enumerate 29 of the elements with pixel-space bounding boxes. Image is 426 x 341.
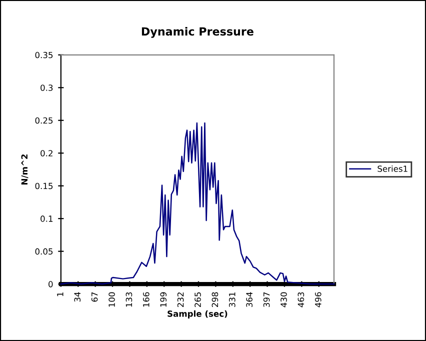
x-tick-label: 331 bbox=[229, 292, 236, 307]
x-tick-label: 463 bbox=[298, 292, 304, 308]
x-tick-label: 1 bbox=[57, 292, 64, 296]
x-tick-label: 298 bbox=[212, 292, 218, 307]
x-tick-label: 364 bbox=[246, 292, 252, 307]
x-tick-label: 34 bbox=[74, 292, 81, 302]
x-tick-label: 199 bbox=[160, 292, 167, 307]
x-tick-label: 100 bbox=[108, 292, 115, 307]
x-tick-label: 133 bbox=[126, 292, 132, 307]
x-tick-label: 496 bbox=[314, 292, 322, 308]
y-tick-label: 0.35 bbox=[35, 52, 53, 58]
y-tick-label: 0.3 bbox=[40, 84, 53, 91]
line-series bbox=[60, 122, 335, 285]
y-tick-label: 0.1 bbox=[40, 216, 53, 222]
x-tick-label: 67 bbox=[91, 292, 98, 302]
legend-label: Series1 bbox=[378, 165, 408, 172]
y-tick-label: 0.2 bbox=[40, 150, 52, 156]
y-tick-label: 0.15 bbox=[35, 182, 53, 190]
y-tick-label: 0 bbox=[48, 281, 53, 288]
chart-title: Dynamic Pressure bbox=[142, 27, 254, 38]
x-tick-label: 397 bbox=[263, 292, 270, 307]
x-tick-label: 265 bbox=[194, 292, 201, 307]
y-tick-label: 0.25 bbox=[35, 117, 53, 124]
y-tick-label: 0.05 bbox=[35, 248, 53, 255]
y-axis-title: N/m^2 bbox=[21, 154, 28, 184]
x-tick-label: 232 bbox=[177, 292, 184, 307]
x-axis-title: Sample (sec) bbox=[168, 310, 228, 318]
x-tick-label: 430 bbox=[280, 292, 287, 308]
x-tick-label: 166 bbox=[143, 292, 150, 307]
